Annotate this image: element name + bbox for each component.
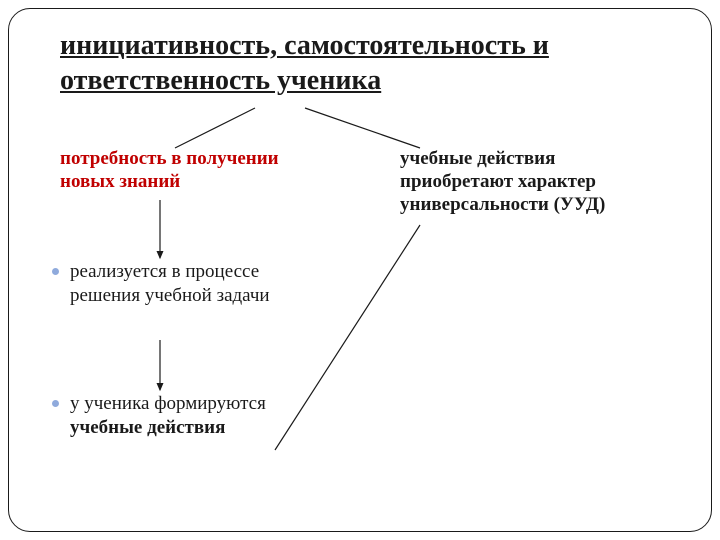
left-subtitle: потребность в получении новых знаний: [60, 148, 330, 194]
slide-title: инициативность, самостоятельность и отве…: [60, 28, 660, 98]
bullet-1-text: реализуется в процессе решения учебной з…: [70, 261, 270, 306]
line-title-to-right: [305, 108, 420, 148]
right-subtitle: учебные действия приобретают характер ун…: [400, 148, 660, 216]
bullet-2-text-part1: у ученика формируются: [70, 393, 266, 414]
bullet-item-2: у ученика формируются учебные действия: [70, 392, 320, 440]
bullet-dot-icon: [52, 268, 59, 275]
bullet-2-text-bold: учебные действия: [70, 417, 225, 438]
line-title-to-left: [175, 108, 255, 148]
bullet-item-1: реализуется в процессе решения учебной з…: [70, 260, 320, 308]
bullet-dot-icon: [52, 400, 59, 407]
slide-container: инициативность, самостоятельность и отве…: [0, 0, 720, 540]
